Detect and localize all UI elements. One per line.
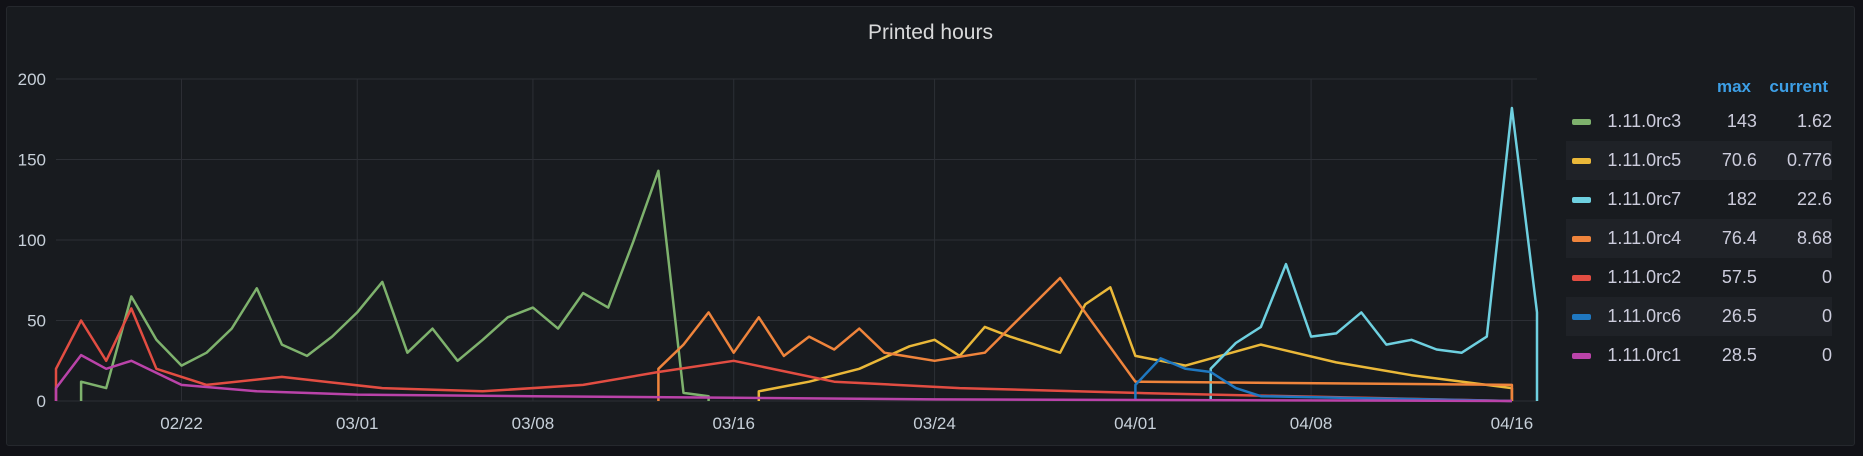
legend-current-value: 0 [1821, 345, 1832, 365]
x-tick-label: 04/16 [1491, 414, 1534, 433]
legend-swatch [1572, 274, 1592, 281]
legend-series-name: 1.11.0rc1 [1607, 345, 1682, 365]
legend-series-name: 1.11.0rc7 [1607, 189, 1682, 209]
legend-swatch [1572, 118, 1592, 125]
legend-header: max current [1566, 72, 1832, 102]
legend-current-value: 8.68 [1796, 228, 1832, 248]
legend-item[interactable]: 1.11.0rc4 76.4 8.68 [1566, 219, 1832, 258]
legend-current-value: 0 [1821, 267, 1832, 287]
legend-swatch [1572, 196, 1592, 203]
series-line [757, 286, 1514, 401]
x-tick-label: 04/08 [1290, 414, 1333, 433]
legend-series-name: 1.11.0rc6 [1607, 306, 1682, 326]
legend-swatch [1572, 313, 1592, 320]
x-tick-label: 03/01 [336, 414, 379, 433]
legend-item[interactable]: 1.11.0rc7 182 22.6 [1566, 180, 1832, 219]
legend-series-name: 1.11.0rc4 [1607, 228, 1682, 248]
legend-header-current[interactable]: current [1769, 77, 1828, 96]
legend-max-value: 76.4 [1721, 228, 1757, 248]
y-tick-label: 150 [18, 151, 46, 170]
series-line [54, 353, 1512, 403]
legend-max-value: 26.5 [1721, 306, 1757, 326]
legend-series-name: 1.11.0rc3 [1607, 111, 1682, 131]
x-tick-label: 03/08 [512, 414, 555, 433]
legend-header-max[interactable]: max [1716, 77, 1751, 96]
legend-current-value: 1.62 [1796, 111, 1832, 131]
legend-max-value: 143 [1726, 111, 1757, 131]
legend-current-value: 22.6 [1796, 189, 1832, 209]
y-tick-label: 0 [37, 392, 46, 411]
legend-max-value: 57.5 [1721, 267, 1757, 287]
panel-title: Printed hours [868, 21, 993, 44]
series-line [79, 169, 710, 401]
legend-current-value: 0.776 [1786, 150, 1832, 170]
legend-max-value: 28.5 [1721, 345, 1757, 365]
legend-series-name: 1.11.0rc2 [1607, 267, 1682, 287]
y-tick-label: 100 [18, 231, 46, 250]
legend: max current 1.11.0rc3 143 1.62 1.11.0rc5 70.… [1566, 72, 1832, 375]
legend-item[interactable]: 1.11.0rc5 70.6 0.776 [1566, 141, 1832, 180]
legend-max-value: 70.6 [1721, 150, 1757, 170]
x-tick-label: 03/16 [712, 414, 755, 433]
legend-item[interactable]: 1.11.0rc3 143 1.62 [1566, 102, 1832, 141]
legend-item[interactable]: 1.11.0rc6 26.5 0 [1566, 297, 1832, 336]
legend-max-value: 182 [1726, 189, 1757, 209]
legend-swatch [1572, 157, 1592, 164]
legend-item[interactable]: 1.11.0rc1 28.5 0 [1566, 336, 1832, 375]
legend-series-name: 1.11.0rc5 [1607, 150, 1682, 170]
legend-swatch [1572, 235, 1592, 242]
y-tick-label: 200 [18, 70, 46, 89]
x-tick-label: 02/22 [160, 414, 203, 433]
series-line [657, 276, 1514, 401]
legend-item[interactable]: 1.11.0rc2 57.5 0 [1566, 258, 1832, 297]
y-tick-label: 50 [27, 312, 46, 331]
series-line [1134, 357, 1512, 403]
x-tick-label: 03/24 [913, 414, 956, 433]
legend-current-value: 0 [1821, 306, 1832, 326]
series-line [54, 307, 1512, 403]
series-line [1209, 106, 1539, 401]
legend-swatch [1572, 352, 1592, 359]
x-tick-label: 04/01 [1114, 414, 1157, 433]
